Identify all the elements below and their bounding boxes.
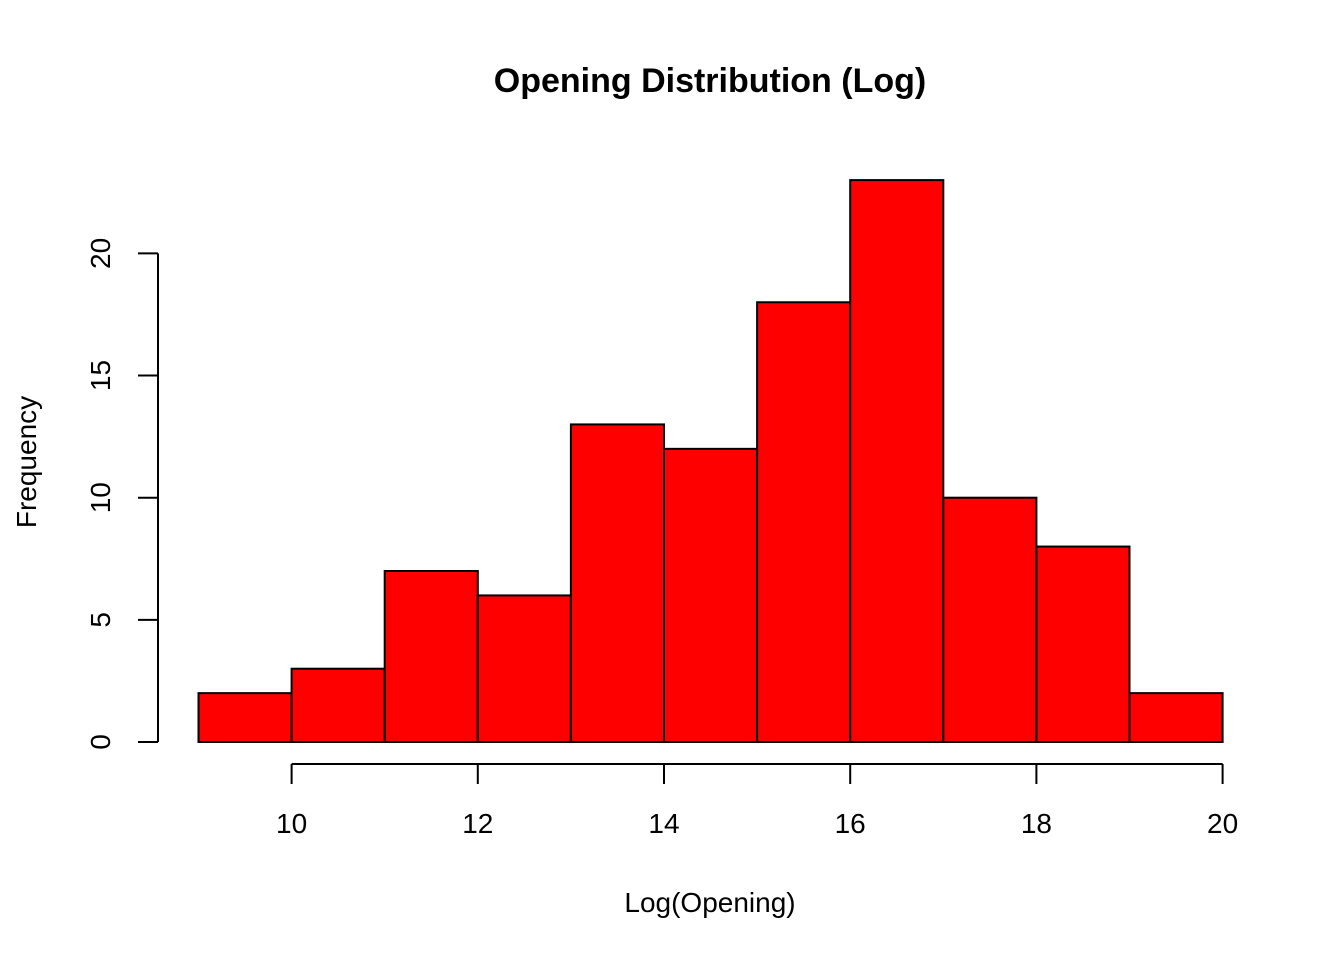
histogram-bar-4: [569, 423, 666, 743]
x-axis: 10 12 14 16 18 20: [276, 763, 1238, 839]
y-axis-label: Frequency: [11, 396, 42, 528]
histogram-bar-7: [849, 179, 945, 744]
histogram-bar-2: [383, 569, 479, 743]
y-tick-label-5: 5: [85, 612, 116, 628]
x-tick-label-20: 20: [1207, 808, 1238, 839]
x-tick-label-12: 12: [462, 808, 493, 839]
histogram-bar-6: [756, 301, 852, 743]
histogram-bar-9: [1035, 545, 1131, 743]
y-tick-label-15: 15: [85, 360, 116, 391]
histogram-bar-8: [942, 496, 1038, 744]
histogram-bar-10: [1128, 692, 1224, 744]
x-tick-label-16: 16: [835, 808, 866, 839]
y-tick-label-10: 10: [85, 482, 116, 513]
histogram-bar-1: [290, 667, 386, 744]
x-tick-label-10: 10: [276, 808, 307, 839]
histogram-bar-5: [663, 447, 759, 743]
y-tick-label-20: 20: [85, 238, 116, 269]
histogram-bars: [197, 179, 1224, 744]
y-tick-label-0: 0: [85, 734, 116, 750]
histogram-bar-0: [197, 692, 293, 744]
y-axis: 0 5 10 15 20: [85, 238, 159, 750]
histogram-bar-3: [476, 594, 572, 743]
x-tick-label-18: 18: [1021, 808, 1052, 839]
chart-title: Opening Distribution (Log): [494, 62, 926, 100]
x-axis-label: Log(Opening): [624, 887, 795, 918]
x-tick-label-14: 14: [648, 808, 679, 839]
